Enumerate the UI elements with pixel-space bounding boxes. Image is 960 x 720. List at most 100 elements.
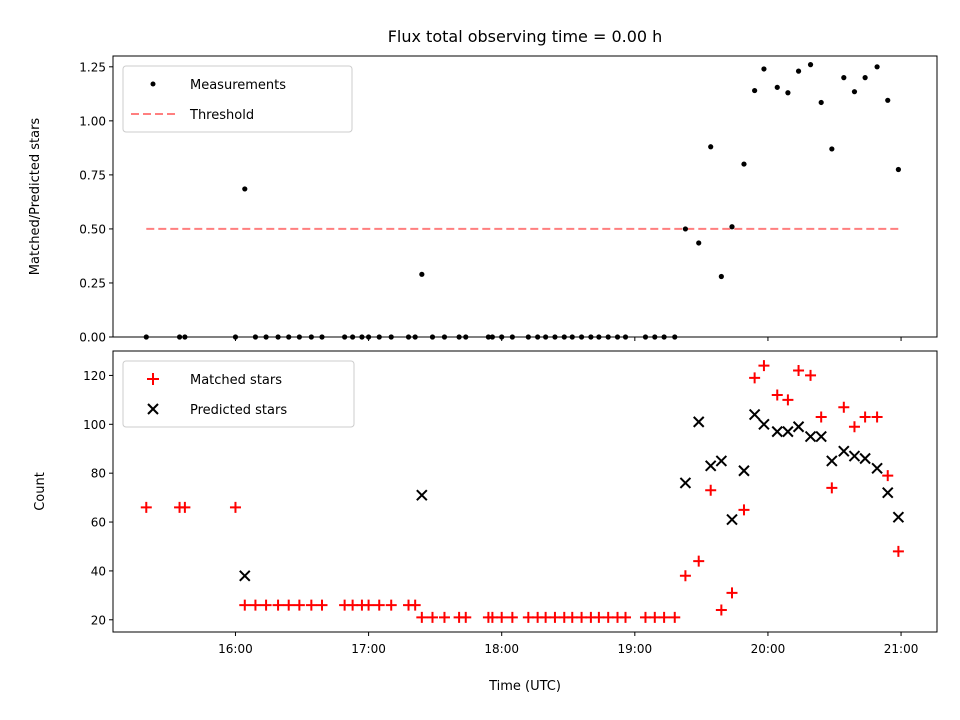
- matched-star-point: [272, 599, 284, 611]
- bottom-y-tick-label: 40: [91, 564, 106, 578]
- matched-star-point: [871, 411, 883, 423]
- measurement-point: [696, 240, 702, 246]
- legend-matched-label: Matched stars: [190, 373, 282, 388]
- bottom-x-tick-label: 17:00: [351, 642, 386, 656]
- predicted-star-point: [704, 460, 717, 472]
- matched-star-point: [726, 587, 738, 599]
- matched-star-point: [486, 611, 498, 623]
- bottom-legend-box: [122, 360, 355, 428]
- measurement-point: [841, 75, 847, 81]
- matched-star-point: [229, 501, 241, 513]
- matched-star-point: [826, 482, 838, 494]
- bottom-x-tick-label: 16:00: [218, 642, 253, 656]
- measurement-point: [242, 186, 248, 192]
- predicted-star-point: [758, 418, 770, 431]
- matched-star-point: [426, 611, 438, 623]
- measurement-point: [752, 87, 758, 94]
- measurement-point: [851, 89, 858, 95]
- chart-title: Flux total observing time = 0.00 h: [388, 27, 663, 46]
- bottom-y-tick-label: 120: [83, 369, 106, 383]
- matched-star-point: [679, 570, 691, 582]
- bottom-y-tick-label: 20: [91, 613, 106, 627]
- matched-star-point: [758, 360, 770, 372]
- measurement-point: [708, 144, 714, 150]
- matched-star-point: [409, 599, 421, 611]
- measurement-point: [895, 166, 901, 173]
- predicted-star-point: [804, 430, 817, 443]
- measurement-point: [818, 99, 824, 106]
- predicted-star-point: [815, 430, 827, 443]
- matched-star-point: [305, 599, 317, 611]
- matched-star-point: [239, 599, 251, 611]
- predicted-star-point: [892, 511, 905, 523]
- matched-star-point: [283, 599, 295, 611]
- bottom-y-tick-label: 100: [83, 418, 106, 432]
- matched-star-point: [438, 611, 450, 623]
- matched-star-point: [460, 611, 472, 623]
- matched-star-point: [771, 389, 783, 401]
- matched-star-point: [602, 611, 614, 623]
- legend-predicted-label: Predicted stars: [190, 403, 287, 418]
- measurement-point: [874, 64, 880, 70]
- predicted-star-point: [782, 425, 794, 438]
- matched-star-point: [882, 470, 894, 482]
- matched-star-point: [793, 365, 805, 377]
- top-y-tick-label: 0.75: [79, 168, 106, 182]
- bottom-y-axis-label: Count: [33, 472, 48, 511]
- measurement-point: [862, 75, 868, 81]
- measurement-point: [729, 224, 735, 230]
- matched-star-point: [179, 501, 191, 513]
- predicted-star-point: [748, 408, 761, 421]
- predicted-star-point: [859, 452, 871, 465]
- matched-star-point: [540, 611, 552, 623]
- measurement-point: [795, 68, 802, 74]
- measurement-point: [829, 146, 835, 152]
- measurement-point: [419, 271, 425, 277]
- matched-star-point: [347, 599, 359, 611]
- measurement-point: [885, 97, 891, 103]
- top-y-tick-label: 1.25: [79, 60, 106, 74]
- bottom-x-ticks: 16:00 17:00 18:00 19:00 20:00 21:00: [218, 632, 918, 656]
- top-panel: 0.00 0.25 0.50 0.75 1.00 1.25 Matched/Predict…: [28, 55, 938, 345]
- bottom-x-tick-label: 18:00: [484, 642, 519, 656]
- matched-star-point: [416, 611, 428, 623]
- legend-predicted-marker: [147, 403, 159, 415]
- legend-measurements-marker: [150, 81, 156, 87]
- top-legend: Measurements Threshold: [122, 65, 353, 133]
- predicted-star-point: [848, 450, 861, 462]
- legend-matched-marker: [147, 373, 159, 385]
- matched-star-point: [260, 599, 272, 611]
- matched-star-point: [140, 501, 152, 513]
- predicted-star-point: [738, 465, 750, 477]
- matched-star-point: [522, 611, 534, 623]
- matched-star-point: [566, 611, 578, 623]
- matched-star-point: [293, 599, 305, 611]
- predicted-star-point: [679, 477, 692, 489]
- predicted-star-point: [838, 445, 850, 457]
- measurement-point: [741, 161, 747, 167]
- matched-star-point: [373, 599, 385, 611]
- matched-star-point: [639, 611, 651, 623]
- predicted-star-point: [416, 489, 428, 501]
- legend-threshold-label: Threshold: [189, 108, 254, 123]
- matched-star-point: [506, 611, 518, 623]
- matched-star-point: [593, 611, 605, 623]
- measurement-point: [718, 273, 724, 280]
- predicted-star-point: [726, 513, 738, 526]
- top-y-tick-label: 0.25: [79, 276, 106, 290]
- predicted-star-point: [239, 570, 251, 582]
- bottom-x-tick-label: 21:00: [884, 642, 919, 656]
- top-y-tick-label: 1.00: [79, 114, 106, 128]
- matched-star-point: [496, 611, 508, 623]
- top-y-ticks: 0.00 0.25 0.50 0.75 1.00 1.25: [79, 60, 113, 345]
- matched-star-point: [715, 604, 727, 616]
- predicted-star-point: [826, 455, 838, 467]
- measurement-point: [774, 84, 780, 90]
- matched-star-point: [620, 611, 632, 623]
- bottom-y-tick-label: 80: [91, 467, 106, 481]
- matched-star-point: [316, 599, 328, 611]
- measurement-point: [682, 226, 689, 232]
- matched-star-point: [363, 599, 375, 611]
- matched-star-point: [576, 611, 588, 623]
- matched-star-point: [549, 611, 561, 623]
